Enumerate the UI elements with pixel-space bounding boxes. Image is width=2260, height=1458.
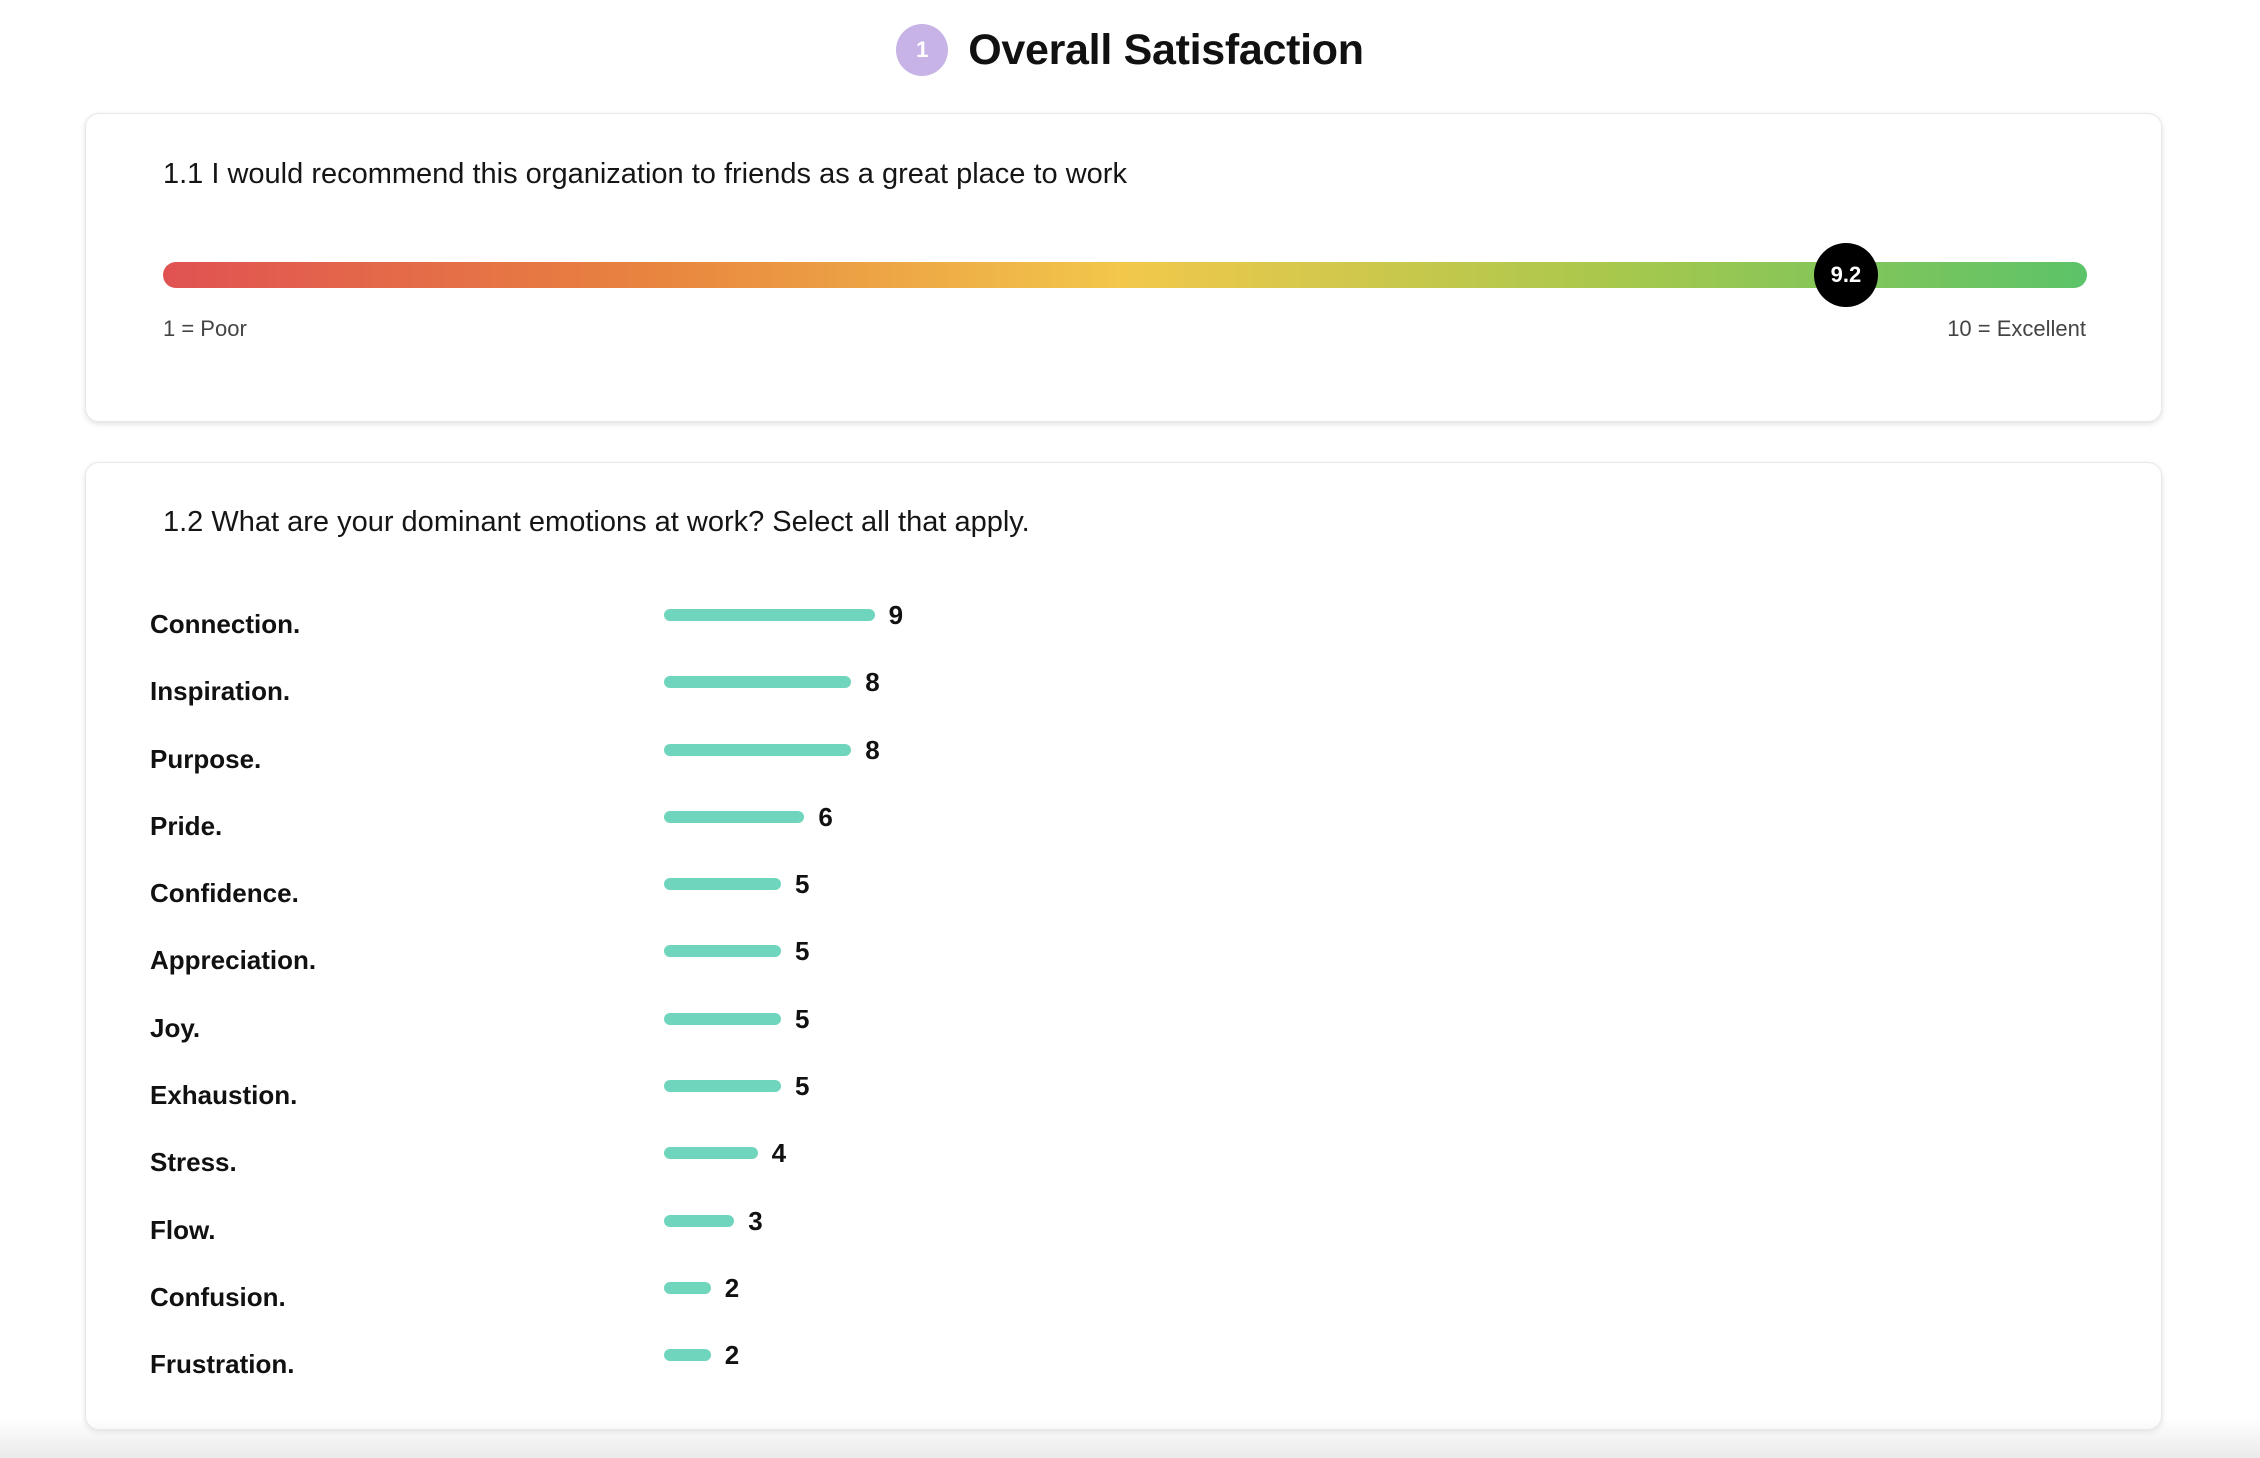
emotion-row: Connection. 9 bbox=[150, 593, 1150, 660]
emotion-row: Exhaustion. 5 bbox=[150, 1064, 1150, 1131]
scale-max-label: 10 = Excellent bbox=[1947, 316, 2086, 341]
emotion-row: Inspiration. 8 bbox=[150, 660, 1150, 727]
emotion-row: Appreciation. 5 bbox=[150, 929, 1150, 996]
emotion-bar bbox=[664, 1281, 711, 1294]
emotion-label: Joy. bbox=[150, 1012, 201, 1043]
emotion-bar bbox=[664, 1147, 758, 1160]
emotion-label: Appreciation. bbox=[150, 945, 317, 976]
emotion-count: 3 bbox=[748, 1205, 763, 1236]
emotion-row: Frustration. 2 bbox=[150, 1333, 1150, 1400]
emotion-bar bbox=[664, 609, 875, 621]
section-header: 1 Overall Satisfaction bbox=[0, 22, 2260, 78]
emotion-label: Connection. bbox=[150, 609, 301, 639]
emotion-label: Confidence. bbox=[150, 878, 299, 909]
emotion-row: Flow. 3 bbox=[150, 1199, 1150, 1266]
emotion-row: Pride. 6 bbox=[150, 795, 1150, 862]
emotion-label: Confusion. bbox=[150, 1281, 286, 1312]
emotion-label: Inspiration. bbox=[150, 676, 291, 707]
emotion-bar bbox=[664, 1349, 711, 1362]
score-marker: 9.2 bbox=[1813, 243, 1878, 307]
emotion-bar-chart: Connection. 9 Inspiration. 8 Purpose. 8 Pride.… bbox=[150, 593, 1150, 1401]
emotion-count: 5 bbox=[795, 936, 810, 967]
emotion-row: Purpose. 8 bbox=[150, 728, 1150, 795]
emotion-label: Flow. bbox=[150, 1214, 216, 1245]
emotion-count: 2 bbox=[724, 1340, 740, 1371]
emotion-label: Stress. bbox=[150, 1147, 237, 1178]
emotion-count: 5 bbox=[795, 1003, 810, 1034]
section-title: Overall Satisfaction bbox=[968, 25, 1364, 74]
emotion-count: 5 bbox=[795, 869, 810, 900]
score-scale-track bbox=[163, 262, 2087, 288]
emotion-row: Confidence. 5 bbox=[150, 862, 1150, 929]
emotion-bar bbox=[664, 1080, 781, 1093]
emotion-count: 9 bbox=[888, 600, 904, 630]
emotion-bar bbox=[664, 878, 781, 891]
emotion-bar bbox=[664, 945, 781, 958]
question-card-recommend: 1.1 I would recommend this organization … bbox=[85, 113, 2162, 422]
emotion-bar bbox=[664, 810, 805, 823]
emotion-row: Joy. 5 bbox=[150, 997, 1150, 1064]
emotion-count: 8 bbox=[865, 667, 880, 698]
emotion-count: 2 bbox=[724, 1272, 740, 1303]
emotion-count: 4 bbox=[771, 1138, 787, 1169]
emotion-bar bbox=[664, 743, 852, 756]
emotion-count: 5 bbox=[795, 1071, 810, 1102]
question-text: 1.2 What are your dominant emotions at w… bbox=[163, 506, 1030, 538]
emotion-label: Exhaustion. bbox=[150, 1080, 298, 1111]
scale-min-label: 1 = Poor bbox=[163, 316, 247, 341]
emotion-bar bbox=[664, 1214, 735, 1227]
section-number-badge: 1 bbox=[896, 24, 949, 76]
emotion-bar bbox=[664, 1012, 781, 1025]
emotion-label: Purpose. bbox=[150, 743, 262, 774]
emotion-row: Stress. 4 bbox=[150, 1131, 1150, 1198]
emotion-label: Pride. bbox=[150, 810, 223, 841]
question-text: 1.1 I would recommend this organization … bbox=[163, 158, 1127, 190]
question-card-emotions: 1.2 What are your dominant emotions at w… bbox=[85, 462, 2162, 1430]
emotion-label: Frustration. bbox=[150, 1349, 295, 1380]
emotion-row: Confusion. 2 bbox=[150, 1266, 1150, 1333]
emotion-count: 8 bbox=[865, 734, 880, 765]
emotion-count: 6 bbox=[818, 801, 833, 832]
emotion-bar bbox=[664, 676, 852, 689]
